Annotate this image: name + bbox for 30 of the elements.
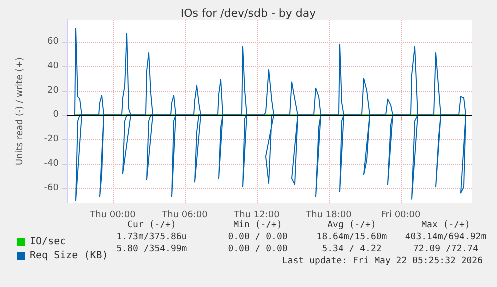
text: 72.09 /72.74 <box>413 244 479 254</box>
line-series <box>74 28 466 202</box>
y-tick-label: 0 <box>53 110 60 120</box>
y-tick-label: 20 <box>48 86 60 96</box>
text: 0.00 / 0.00 <box>228 232 288 242</box>
text: Min (-/+) <box>234 220 282 230</box>
x-tick-label: Thu 00:00 <box>89 210 136 220</box>
chart-title: IOs for /dev/sdb - by day <box>180 7 317 20</box>
legend-label: IO/sec <box>30 236 66 248</box>
y-tick-label: 60 <box>48 36 60 47</box>
text: 403.14m/694.92m <box>405 232 487 242</box>
x-tick-label: Thu 06:00 <box>161 210 208 220</box>
x-tick-label: Fri 00:00 <box>381 210 422 220</box>
y-tick-label: -20 <box>44 134 60 145</box>
text: 0.00 / 0.00 <box>228 244 288 254</box>
y-tick-label: -60 <box>44 183 60 194</box>
text: Max (-/+) <box>422 220 470 230</box>
text: 18.64m/15.60m <box>316 232 388 242</box>
x-tick-label: Thu 18:00 <box>305 210 352 220</box>
x-tick-label: Thu 12:00 <box>233 210 280 220</box>
text: 5.80 /354.99m <box>116 244 188 254</box>
y-tick-label: 40 <box>48 61 60 72</box>
text: Cur (-/+) <box>128 220 176 230</box>
y-axis-title: Units read (-) / write (+) <box>16 57 26 166</box>
y-tick-label: -40 <box>44 158 60 169</box>
text: 5.34 / 4.22 <box>322 244 382 254</box>
legend-label: Req Size (KB) <box>30 250 108 262</box>
text: 1.73m/375.86u <box>116 232 188 242</box>
text: Avg (-/+) <box>328 220 376 230</box>
text: Last update: Fri May 22 05:25:32 2026 <box>282 256 483 266</box>
